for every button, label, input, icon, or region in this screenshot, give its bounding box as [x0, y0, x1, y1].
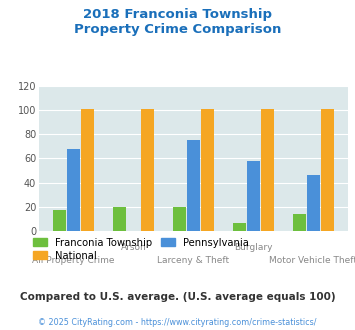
Bar — [201, 109, 214, 231]
Bar — [233, 222, 246, 231]
Bar — [293, 214, 306, 231]
Bar — [247, 161, 260, 231]
Text: All Property Crime: All Property Crime — [32, 256, 115, 265]
Bar — [113, 207, 126, 231]
Text: Larceny & Theft: Larceny & Theft — [157, 256, 230, 265]
Text: 2018 Franconia Township
Property Crime Comparison: 2018 Franconia Township Property Crime C… — [74, 8, 281, 36]
Bar — [307, 175, 320, 231]
Text: © 2025 CityRating.com - https://www.cityrating.com/crime-statistics/: © 2025 CityRating.com - https://www.city… — [38, 318, 317, 327]
Text: Arson: Arson — [121, 243, 146, 251]
Bar — [53, 211, 66, 231]
Text: Motor Vehicle Theft: Motor Vehicle Theft — [269, 256, 355, 265]
Text: Compared to U.S. average. (U.S. average equals 100): Compared to U.S. average. (U.S. average … — [20, 292, 335, 302]
Bar — [321, 109, 334, 231]
Legend: Franconia Township, National, Pennsylvania: Franconia Township, National, Pennsylvan… — [33, 238, 248, 261]
Bar — [187, 140, 200, 231]
Text: Burglary: Burglary — [234, 243, 273, 251]
Bar — [173, 207, 186, 231]
Bar — [141, 109, 154, 231]
Bar — [67, 149, 80, 231]
Bar — [81, 109, 94, 231]
Bar — [261, 109, 274, 231]
